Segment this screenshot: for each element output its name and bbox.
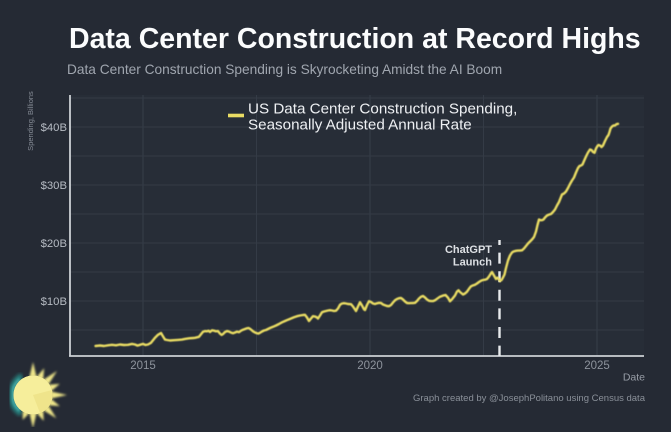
svg-text:Date: Date — [623, 372, 645, 384]
svg-text:Data Center Construction Spend: Data Center Construction Spending is Sky… — [67, 62, 502, 77]
svg-text:ChatGPT: ChatGPT — [445, 244, 492, 256]
svg-text:$30B: $30B — [41, 180, 67, 192]
svg-text:2020: 2020 — [357, 360, 383, 372]
svg-text:$40B: $40B — [41, 122, 67, 134]
svg-text:Graph created by @JosephPolita: Graph created by @JosephPolitano using C… — [413, 393, 646, 404]
svg-text:2015: 2015 — [130, 360, 156, 372]
svg-text:Launch: Launch — [453, 257, 492, 269]
svg-text:$20B: $20B — [41, 238, 67, 250]
svg-text:Data Center Construction at Re: Data Center Construction at Record Highs — [69, 23, 641, 55]
svg-text:2025: 2025 — [584, 360, 610, 372]
svg-text:$10B: $10B — [41, 296, 67, 308]
svg-text:Seasonally Adjusted Annual Rat: Seasonally Adjusted Annual Rate — [248, 116, 472, 133]
svg-text:US Data Center Construction Sp: US Data Center Construction Spending, — [248, 100, 517, 117]
svg-text:Spending, Billions: Spending, Billions — [26, 91, 35, 151]
